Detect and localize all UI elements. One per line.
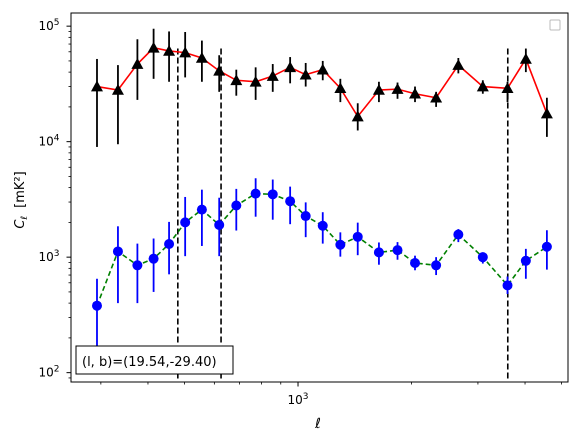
circle-marker xyxy=(453,229,464,240)
circle-marker xyxy=(132,260,143,271)
circle-marker xyxy=(520,255,531,266)
circle-marker xyxy=(285,196,296,207)
circle-marker xyxy=(180,217,191,228)
y-axis-label-sub: ℓ xyxy=(20,216,30,221)
svg-text:Cℓ[mK²]: Cℓ [mK²] xyxy=(13,171,30,228)
circle-marker xyxy=(410,258,421,269)
circle-marker xyxy=(502,280,513,291)
triangle-marker xyxy=(131,58,144,69)
triangle-marker xyxy=(519,52,532,64)
y-axis-label: Cℓ [mK²] xyxy=(13,171,30,228)
circle-marker xyxy=(148,253,159,264)
y-tick-label: 103 xyxy=(38,249,59,264)
circle-marker xyxy=(373,247,384,258)
y-tick-label: 105 xyxy=(38,18,59,33)
circle-marker xyxy=(317,220,328,231)
x-axis-label: ℓ xyxy=(314,416,321,432)
circle-marker xyxy=(214,219,225,230)
circle-marker xyxy=(267,189,278,200)
triangle-marker xyxy=(284,61,297,73)
circle-marker xyxy=(352,231,363,242)
triangle-marker xyxy=(409,87,422,99)
triangle-marker xyxy=(372,84,385,95)
annotation-box: (l, b)=(19.54,-29.40) xyxy=(75,345,234,375)
triangle-marker xyxy=(179,46,192,58)
series-line xyxy=(96,192,548,306)
series-0 xyxy=(90,28,553,147)
circle-marker xyxy=(91,300,102,311)
triangle-marker xyxy=(299,68,312,80)
triangle-marker xyxy=(230,74,243,86)
triangle-marker xyxy=(90,80,103,92)
triangle-marker xyxy=(501,82,514,94)
series-1 xyxy=(91,178,552,356)
triangle-marker xyxy=(452,59,465,70)
y-axis-label-main: C xyxy=(13,219,28,229)
triangle-marker xyxy=(391,83,404,94)
triangle-marker xyxy=(351,110,364,122)
circle-marker xyxy=(392,245,403,256)
triangle-marker xyxy=(430,91,443,103)
triangle-marker xyxy=(334,82,347,94)
y-tick-label: 102 xyxy=(38,365,59,380)
triangle-marker xyxy=(195,52,208,63)
triangle-marker xyxy=(316,63,329,75)
x-tick-label: 103 xyxy=(288,392,309,407)
circle-marker xyxy=(196,204,207,215)
circle-marker xyxy=(250,188,261,199)
circle-marker xyxy=(335,239,346,250)
circle-marker xyxy=(477,252,488,263)
annotation-text: (l, b)=(19.54,-29.40) xyxy=(82,355,217,370)
circle-marker xyxy=(112,246,123,257)
y-tick-label: 104 xyxy=(38,134,59,149)
circle-marker xyxy=(431,260,442,271)
legend-box xyxy=(549,19,561,31)
plot-frame xyxy=(70,12,569,383)
triangle-marker xyxy=(476,80,489,92)
circle-marker xyxy=(164,238,175,249)
triangle-marker xyxy=(540,107,553,119)
triangle-marker xyxy=(111,84,124,95)
triangle-marker xyxy=(163,44,176,56)
circle-marker xyxy=(300,211,311,222)
circle-marker xyxy=(541,241,552,252)
triangle-marker xyxy=(147,41,160,53)
triangle-marker xyxy=(249,75,262,87)
triangle-marker xyxy=(213,64,226,76)
triangle-marker xyxy=(266,70,279,81)
series-line xyxy=(96,46,548,118)
y-axis-label-unit: [mK²] xyxy=(13,171,28,208)
circle-marker xyxy=(231,200,242,211)
